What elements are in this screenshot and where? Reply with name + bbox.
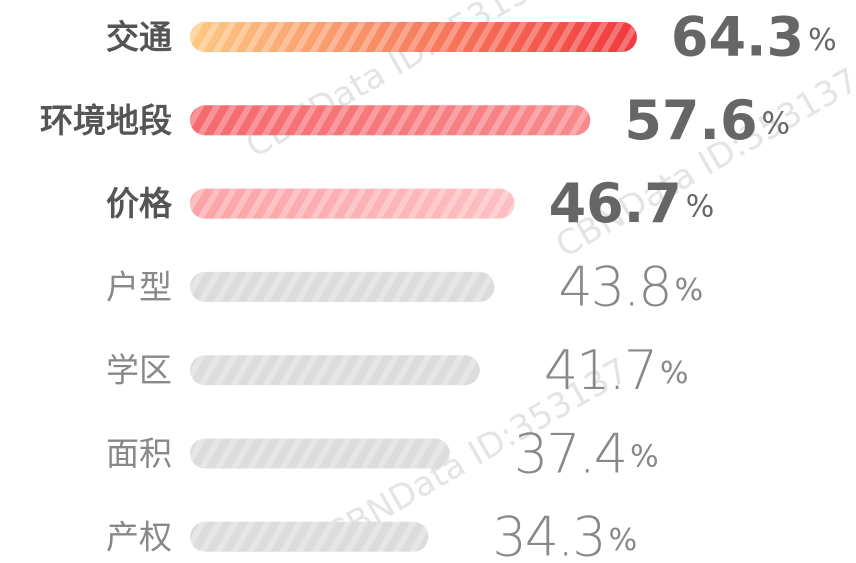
category-label: 户型 — [106, 267, 172, 306]
bar-stripes — [190, 105, 591, 136]
unit: % — [630, 439, 657, 474]
bar-stripes — [190, 188, 515, 219]
category-label: 产权 — [106, 517, 172, 556]
bar-stripes — [190, 271, 495, 302]
category-label: 交通 — [106, 18, 172, 57]
category-label: 学区 — [106, 351, 172, 390]
category-label: 价格 — [106, 184, 173, 223]
unit: % — [762, 106, 791, 141]
value-label: 34.3% — [492, 506, 635, 563]
category-label: 环境地段 — [40, 101, 172, 140]
bar-stripes — [190, 438, 450, 469]
value-label: 41.7% — [544, 339, 687, 402]
bar-stripes — [190, 22, 637, 52]
unit: % — [660, 356, 687, 391]
category-label: 面积 — [106, 434, 172, 473]
value-label: 64.3% — [671, 6, 837, 69]
unit: % — [675, 272, 702, 307]
bar-stripes — [190, 355, 480, 386]
unit: % — [808, 23, 837, 58]
value-label: 43.8% — [558, 256, 701, 319]
bar-stripes — [190, 521, 429, 552]
unit: % — [609, 522, 636, 557]
value-label: 37.4% — [514, 422, 657, 485]
unit: % — [686, 189, 715, 224]
